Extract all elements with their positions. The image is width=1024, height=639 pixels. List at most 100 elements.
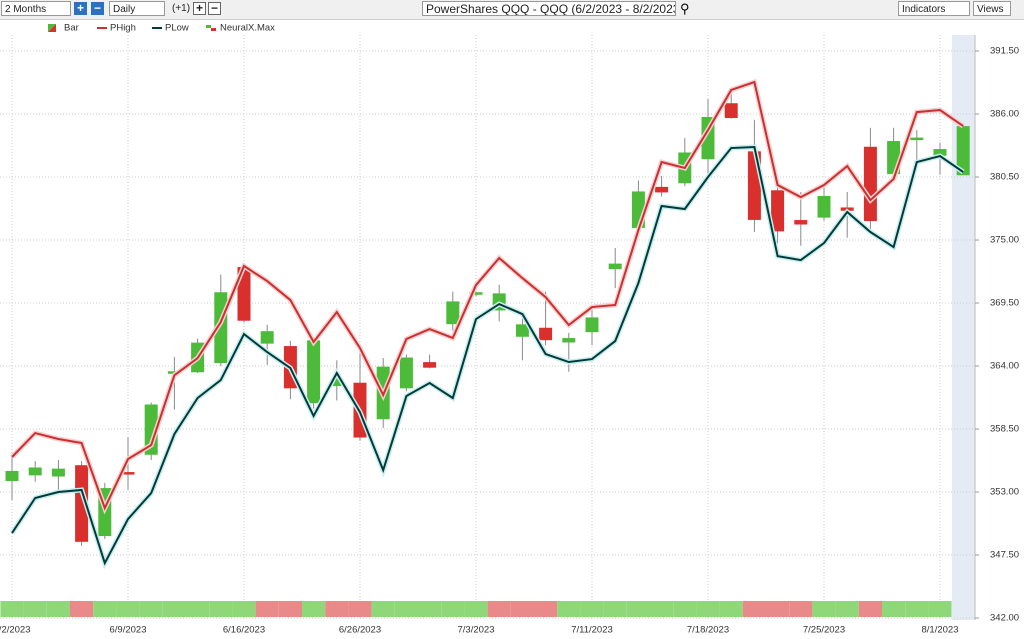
legend-icon	[48, 24, 56, 32]
symbol-box[interactable]: PowerShares QQQ - QQQ (6/2/2023 - 8/2/20…	[422, 1, 676, 16]
range-select[interactable]: 2 Months	[1, 1, 71, 16]
signal-segment	[626, 601, 650, 617]
signal-segment	[603, 601, 627, 617]
signal-segment	[139, 601, 163, 617]
signal-segment	[186, 601, 210, 617]
signal-segment	[441, 601, 465, 617]
y-tick-label: 369.50	[990, 298, 1019, 309]
x-tick-label: 7/25/2023	[803, 625, 845, 636]
signal-segment	[302, 601, 326, 617]
y-tick-label: 364.00	[990, 361, 1019, 372]
zoom-out-button[interactable]: −	[91, 2, 104, 15]
candle-body	[678, 152, 692, 184]
toolbar: 2 Months + − Daily (+1) + − PowerShares …	[0, 0, 1024, 20]
line-series	[11, 145, 964, 566]
signal-segment	[580, 601, 604, 617]
candle-body	[423, 362, 437, 368]
x-tick-label: 8/1/2023	[922, 625, 959, 636]
candle-body	[214, 292, 228, 364]
candle-body	[28, 467, 42, 476]
signal-segment	[742, 601, 766, 617]
candle-body	[956, 126, 970, 176]
candle-body	[863, 146, 877, 222]
candle-body	[655, 186, 669, 193]
candle-body	[75, 465, 89, 542]
y-tick-label: 391.50	[990, 46, 1019, 57]
signal-segment	[70, 601, 94, 617]
offset-label: (+1)	[172, 3, 191, 14]
y-tick-label: 342.00	[990, 613, 1019, 624]
y-tick-label: 347.50	[990, 550, 1019, 561]
signal-segment	[673, 601, 697, 617]
y-tick-label: 358.50	[990, 424, 1019, 435]
candle-body	[5, 470, 19, 482]
y-tick-label: 375.00	[990, 235, 1019, 246]
legend-icon	[206, 25, 211, 28]
candle-body	[539, 327, 553, 341]
legend-label: NeuralX.Max	[220, 23, 275, 34]
signal-segment	[46, 601, 70, 617]
x-tick-label: 6/26/2023	[339, 625, 381, 636]
candle-body	[260, 331, 274, 344]
candle-body	[631, 191, 645, 228]
signal-segment	[557, 601, 581, 617]
candle-body	[446, 301, 460, 325]
signal-segment	[371, 601, 395, 617]
candle-body	[376, 366, 390, 420]
line-glow	[10, 78, 965, 515]
signal-segment	[325, 601, 349, 617]
candle-body	[307, 340, 321, 404]
signal-segment	[0, 601, 24, 617]
x-tick-label: 7/18/2023	[687, 625, 729, 636]
candle-body	[747, 151, 761, 220]
offset-minus[interactable]: −	[208, 2, 221, 15]
line-glow	[9, 144, 965, 570]
signal-segment	[719, 601, 743, 617]
candle-body	[144, 404, 158, 455]
y-tick-label: 380.50	[990, 172, 1019, 183]
signal-segment	[858, 601, 882, 617]
candle-body	[724, 103, 738, 118]
legend-label: Bar	[64, 23, 79, 34]
signal-segment	[696, 601, 720, 617]
candle-body	[492, 293, 506, 311]
offset-plus[interactable]: +	[193, 2, 206, 15]
interval-select[interactable]: Daily	[109, 1, 165, 16]
signal-segment	[534, 601, 558, 617]
signal-segment	[93, 601, 117, 617]
candle-body	[121, 472, 135, 475]
candle-body	[98, 488, 112, 537]
candle-body	[353, 382, 367, 438]
legend: Bar PHigh PLow NeuralX.Max	[48, 23, 275, 34]
x-tick-label: 7/11/2023	[571, 625, 613, 636]
signal-segment	[23, 601, 47, 617]
legend-icon	[211, 28, 216, 31]
candle-body	[167, 371, 181, 374]
y-tick-label: 386.00	[990, 109, 1019, 120]
candle-body	[330, 379, 344, 387]
views-select[interactable]: Views	[973, 1, 1011, 16]
zoom-in-button[interactable]: +	[74, 2, 87, 15]
line-series	[11, 80, 964, 511]
signal-segment	[418, 601, 442, 617]
signal-segment	[209, 601, 233, 617]
signal-segment	[766, 601, 790, 617]
signal-segment	[928, 601, 952, 617]
candle-body	[771, 190, 785, 232]
signal-segment	[789, 601, 813, 617]
signal-segment	[348, 601, 372, 617]
signal-segment	[882, 601, 906, 617]
x-tick-label: 6/9/2023	[110, 625, 147, 636]
candle-body	[191, 342, 205, 373]
candle-body	[701, 116, 715, 160]
legend-icon	[48, 24, 56, 32]
legend-label: PHigh	[110, 23, 136, 34]
current-bar-highlight	[952, 35, 975, 620]
candle-body	[910, 137, 924, 141]
signal-segment	[812, 601, 836, 617]
signal-segment	[394, 601, 418, 617]
search-icon[interactable]: ⚲	[680, 1, 690, 16]
signal-segment	[510, 601, 534, 617]
indicators-select[interactable]: Indicators	[898, 1, 970, 16]
